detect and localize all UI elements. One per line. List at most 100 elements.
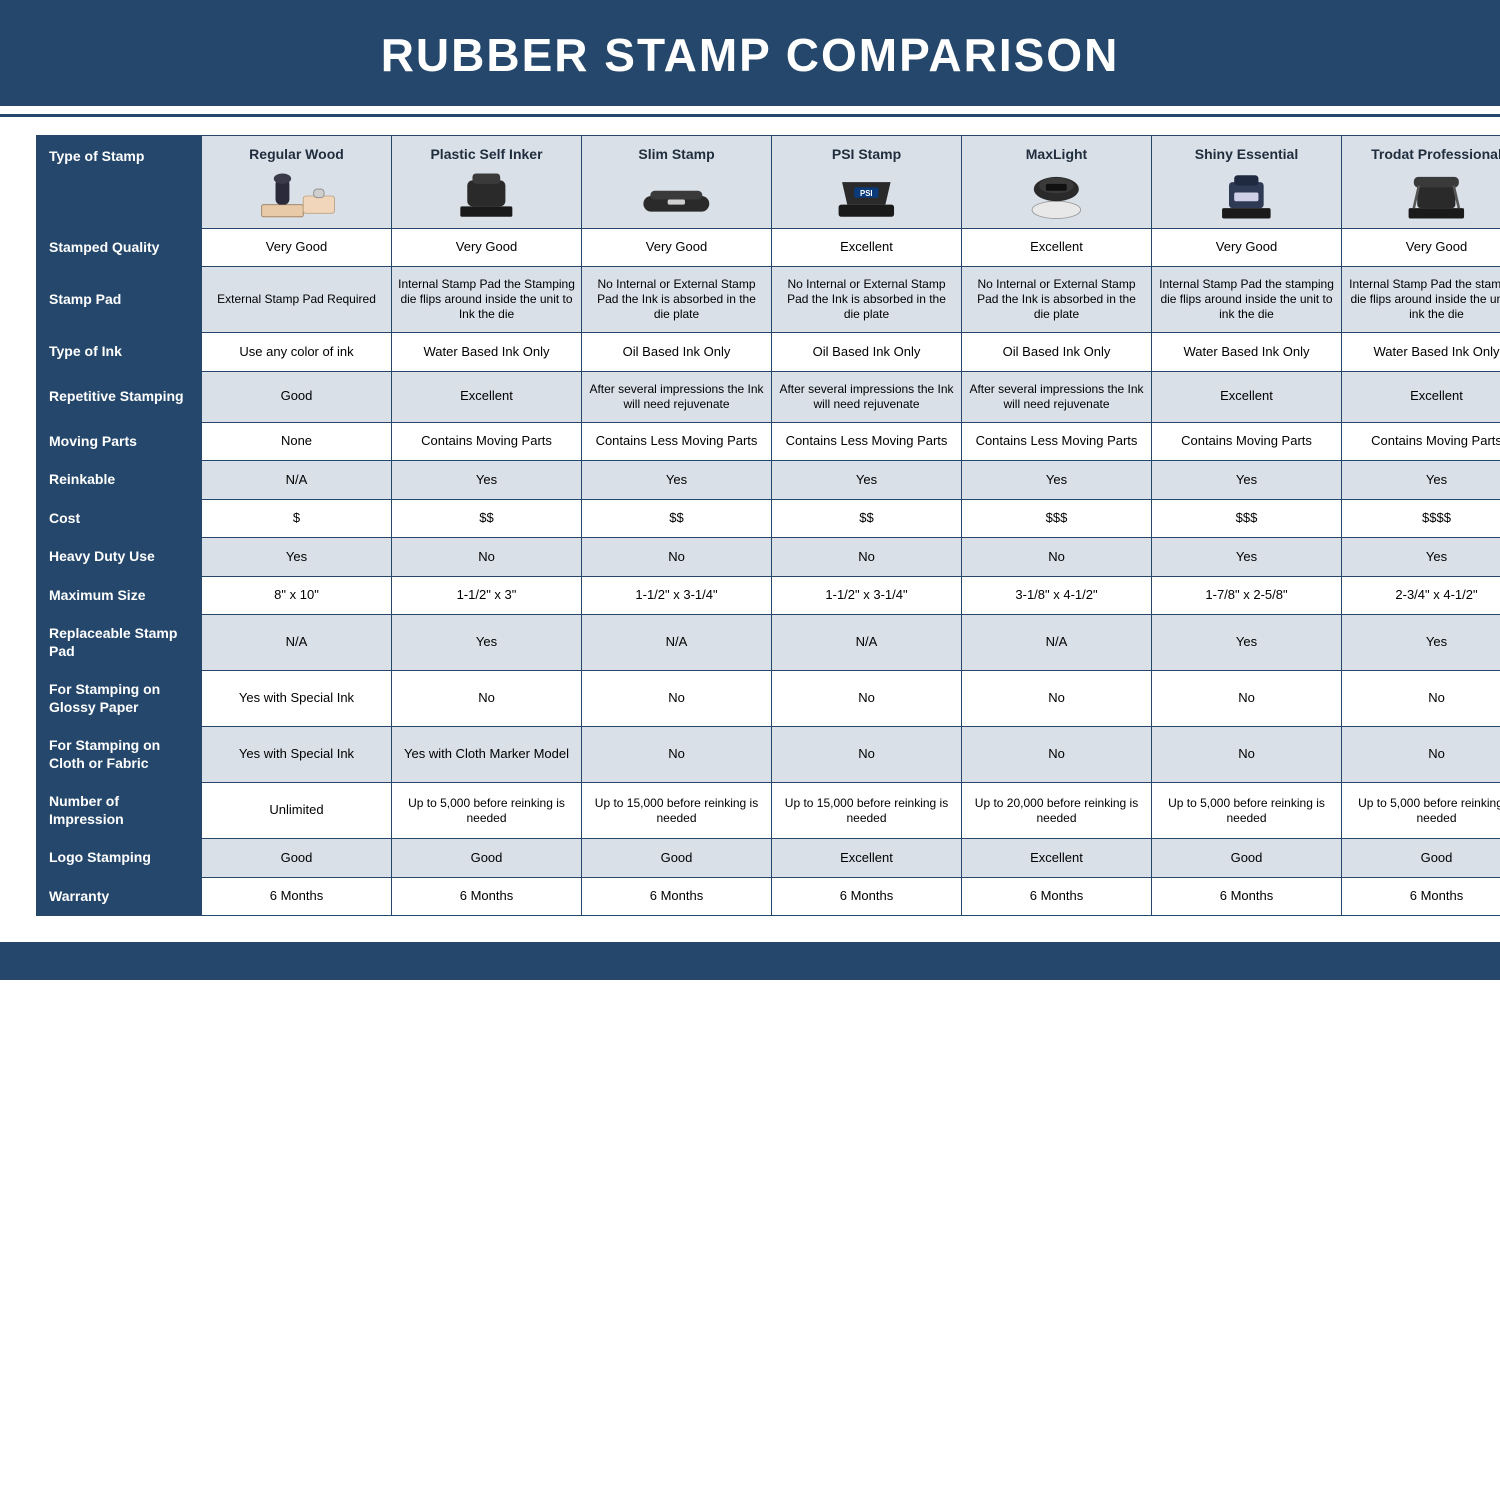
row-label: Heavy Duty Use <box>37 538 202 577</box>
cell: 1-1/2" x 3-1/4" <box>772 576 962 615</box>
cell: $$ <box>582 499 772 538</box>
cell: Oil Based Ink Only <box>772 333 962 372</box>
cell: Up to 15,000 before reinking is needed <box>582 783 772 839</box>
cell: After several impressions the Ink will n… <box>962 371 1152 422</box>
col-label: Shiny Essential <box>1195 146 1298 162</box>
cell: Yes <box>202 538 392 577</box>
maxlight-stamp-icon <box>966 170 1147 222</box>
cell: 8" x 10" <box>202 576 392 615</box>
cell: Excellent <box>1152 371 1342 422</box>
cell: 3-1/8" x 4-1/2" <box>962 576 1152 615</box>
table-header-row: Type of Stamp Regular Wood Plastic Self … <box>37 136 1500 229</box>
shiny-stamp-icon <box>1156 170 1337 222</box>
cell: 6 Months <box>202 877 392 916</box>
cell: Yes with Special Ink <box>202 671 392 727</box>
cell: 6 Months <box>1152 877 1342 916</box>
cell: Water Based Ink Only <box>1152 333 1342 372</box>
cell: N/A <box>582 615 772 671</box>
cell: Very Good <box>1342 228 1500 267</box>
cell: Yes <box>962 461 1152 500</box>
row-label: Stamp Pad <box>37 267 202 333</box>
cell: $$$ <box>1152 499 1342 538</box>
table-row: Number of Impression Unlimited Up to 5,0… <box>37 783 1500 839</box>
table-body: Stamped Quality Very Good Very Good Very… <box>37 228 1500 916</box>
cell: Yes with Special Ink <box>202 727 392 783</box>
cell: No <box>1152 727 1342 783</box>
cell: Up to 5,000 before reinking is needed <box>1152 783 1342 839</box>
col-label: Regular Wood <box>249 146 344 162</box>
cell: 1-1/2" x 3" <box>392 576 582 615</box>
cell: No <box>772 671 962 727</box>
cell: Yes <box>1342 461 1500 500</box>
cell: No Internal or External Stamp Pad the In… <box>582 267 772 333</box>
cell: Very Good <box>202 228 392 267</box>
table-row: Moving Parts None Contains Moving Parts … <box>37 422 1500 461</box>
row-label: Reinkable <box>37 461 202 500</box>
cell: No <box>582 538 772 577</box>
cell: Contains Less Moving Parts <box>772 422 962 461</box>
col-header: Plastic Self Inker <box>392 136 582 229</box>
cell: Contains Moving Parts <box>392 422 582 461</box>
svg-text:PSI: PSI <box>860 189 873 198</box>
row-label: For Stamping on Glossy Paper <box>37 671 202 727</box>
cell: $$$ <box>962 499 1152 538</box>
cell: Water Based Ink Only <box>392 333 582 372</box>
page-title: RUBBER STAMP COMPARISON <box>0 0 1500 106</box>
table-row: For Stamping on Cloth or Fabric Yes with… <box>37 727 1500 783</box>
cell: No <box>392 538 582 577</box>
cell: $ <box>202 499 392 538</box>
cell: $$$$ <box>1342 499 1500 538</box>
cell: Good <box>202 371 392 422</box>
cell: Yes <box>1342 615 1500 671</box>
row-label: Number of Impression <box>37 783 202 839</box>
footer-band <box>0 942 1500 980</box>
cell: Internal Stamp Pad the stamping die flip… <box>1342 267 1500 333</box>
cell: 6 Months <box>962 877 1152 916</box>
self-inker-icon <box>396 170 577 222</box>
cell: 1-1/2" x 3-1/4" <box>582 576 772 615</box>
table-row: Cost $ $$ $$ $$ $$$ $$$ $$$$ <box>37 499 1500 538</box>
col-header: Slim Stamp <box>582 136 772 229</box>
cell: Excellent <box>1342 371 1500 422</box>
table-row: For Stamping on Glossy Paper Yes with Sp… <box>37 671 1500 727</box>
title-divider <box>0 114 1500 117</box>
row-label: For Stamping on Cloth or Fabric <box>37 727 202 783</box>
cell: No <box>1342 727 1500 783</box>
cell: 6 Months <box>582 877 772 916</box>
col-label: Plastic Self Inker <box>430 146 542 162</box>
row-label: Maximum Size <box>37 576 202 615</box>
cell: Use any color of ink <box>202 333 392 372</box>
cell: 6 Months <box>392 877 582 916</box>
table-row: Maximum Size 8" x 10" 1-1/2" x 3" 1-1/2"… <box>37 576 1500 615</box>
cell: External Stamp Pad Required <box>202 267 392 333</box>
cell: No Internal or External Stamp Pad the In… <box>772 267 962 333</box>
cell: No <box>582 671 772 727</box>
cell: After several impressions the Ink will n… <box>582 371 772 422</box>
row-label: Cost <box>37 499 202 538</box>
col-label: PSI Stamp <box>832 146 901 162</box>
cell: $$ <box>392 499 582 538</box>
cell: After several impressions the Ink will n… <box>772 371 962 422</box>
cell: No <box>772 538 962 577</box>
cell: Contains Moving Parts <box>1342 422 1500 461</box>
cell: No <box>962 727 1152 783</box>
table-row: Stamp Pad External Stamp Pad Required In… <box>37 267 1500 333</box>
cell: No <box>392 671 582 727</box>
cell: N/A <box>202 615 392 671</box>
cell: Water Based Ink Only <box>1342 333 1500 372</box>
cell: Good <box>1342 839 1500 878</box>
cell: Up to 15,000 before reinking is needed <box>772 783 962 839</box>
cell: 1-7/8" x 2-5/8" <box>1152 576 1342 615</box>
cell: N/A <box>772 615 962 671</box>
table-row: Warranty 6 Months 6 Months 6 Months 6 Mo… <box>37 877 1500 916</box>
corner-label: Type of Stamp <box>37 136 202 229</box>
row-label: Logo Stamping <box>37 839 202 878</box>
cell: Yes <box>392 461 582 500</box>
cell: Excellent <box>772 228 962 267</box>
cell: Up to 5,000 before reinking is needed <box>392 783 582 839</box>
row-label: Type of Ink <box>37 333 202 372</box>
col-label: Trodat Professional <box>1371 146 1500 162</box>
cell: Excellent <box>962 228 1152 267</box>
cell: Unlimited <box>202 783 392 839</box>
table-row: Stamped Quality Very Good Very Good Very… <box>37 228 1500 267</box>
